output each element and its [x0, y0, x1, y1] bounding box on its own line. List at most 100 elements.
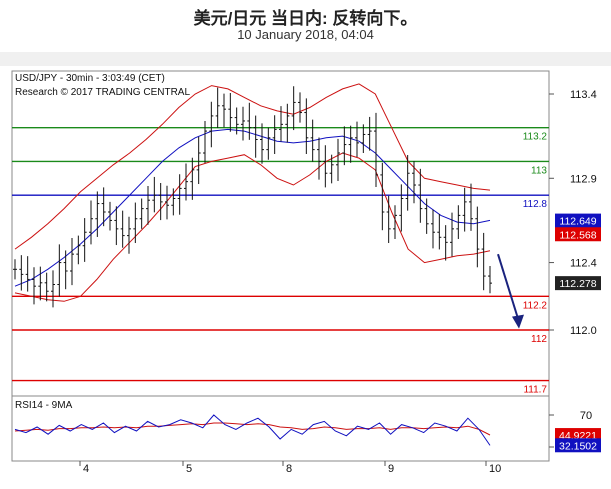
price-tag-label: 112.568 [559, 229, 596, 241]
price-bar [405, 155, 410, 211]
y-tick-label: 112.9 [570, 173, 597, 185]
x-tick-label: 9 [388, 463, 394, 475]
bollinger-layer [14, 83, 491, 302]
price-bar [158, 183, 163, 221]
price-bar [63, 250, 68, 290]
price-bar [114, 206, 119, 246]
price-bar [418, 168, 423, 223]
price-bar [127, 216, 131, 254]
levels-layer: 113.2 113 112.8 112.2 112 111.7 [12, 127, 549, 396]
price-bar [139, 198, 144, 229]
price-bar [19, 255, 24, 291]
price-bars-layer [13, 86, 524, 329]
rsi-tag-box [555, 438, 601, 453]
price-bar [203, 120, 207, 164]
price-bar [234, 107, 239, 135]
price-tag-label: 112.278 [559, 278, 596, 290]
price-bar [51, 270, 55, 308]
price-bar [279, 106, 283, 142]
price-bar [285, 103, 290, 143]
price-bar [469, 183, 473, 231]
price-bar [32, 267, 36, 305]
price-bar [361, 124, 366, 153]
price-bar [152, 176, 157, 213]
level-label-3: 112.2 [523, 300, 548, 311]
chart-subtitle: 10 January 2018, 04:04 [237, 27, 374, 42]
price-tag-label: 112.649 [559, 216, 596, 228]
price-bar [412, 161, 416, 204]
axes-layer: 113.4112.9112.4112.0112.649112.568112.27… [79, 89, 601, 475]
price-bar [70, 237, 74, 286]
rsi-ma-line [14, 422, 491, 436]
price-bar [298, 92, 302, 123]
chart-title: 美元/日元 当日内: 反转向下。 [193, 9, 418, 28]
price-bar [456, 205, 461, 239]
forecast-arrow-line [497, 253, 519, 319]
price-bar [215, 87, 220, 129]
price-bar [393, 205, 397, 239]
x-tick-label: 8 [286, 463, 292, 475]
price-bar [329, 154, 334, 184]
rsi-tag-label: 32.1502 [559, 440, 597, 452]
price-bar [272, 115, 277, 155]
price-bar [323, 145, 328, 188]
price-tag-box [555, 227, 601, 242]
rsi-tag: 32.1502 [555, 438, 601, 453]
price-bar [367, 116, 372, 151]
price-bar [228, 92, 233, 132]
price-bar [177, 174, 182, 215]
price-tag: 112.278 [555, 276, 601, 291]
y-tick-label: 113.4 [570, 89, 597, 101]
price-bar [25, 256, 30, 292]
level-label-4: 112 [531, 334, 547, 345]
moving-average-line [14, 128, 491, 287]
instrument-label: USD/JPY - 30min - 3:03:49 (CET) [15, 73, 165, 84]
price-bar [120, 210, 125, 248]
price-bar [488, 265, 492, 294]
price-bar [310, 119, 315, 162]
price-bar [317, 137, 321, 180]
price-bar [437, 214, 442, 250]
price-bar [450, 212, 454, 257]
forecast-arrow-head [512, 314, 524, 329]
rsi-label: RSI14 - 9MA [15, 400, 73, 411]
price-bar [89, 200, 93, 245]
price-bar [348, 125, 353, 163]
y-tick-label: 112.4 [570, 258, 597, 270]
price-bar [342, 126, 347, 166]
price-bar [475, 206, 480, 268]
price-bar [355, 121, 359, 158]
price-bar [386, 195, 391, 244]
price-bar [196, 136, 201, 185]
price-bar [266, 127, 271, 160]
x-tick-label: 5 [186, 463, 192, 475]
price-tag: 112.568 [555, 227, 601, 242]
price-bar [82, 218, 87, 262]
price-bar [108, 201, 112, 231]
price-bar [95, 191, 100, 237]
price-bar [133, 202, 138, 244]
price-bar [165, 185, 169, 220]
price-bar [76, 235, 81, 265]
bollinger-upper-line [14, 83, 491, 250]
price-bar [209, 101, 214, 148]
bollinger-lower-line [14, 152, 491, 302]
price-tag-box [555, 213, 601, 228]
level-label-1: 113 [531, 165, 547, 176]
price-bar [399, 184, 404, 232]
source-label: Research © 2017 TRADING CENTRAL [15, 87, 190, 98]
price-bar [304, 98, 309, 155]
price-bar [336, 138, 340, 181]
x-tick-label: 4 [83, 463, 89, 475]
header-separator-band [0, 52, 611, 66]
rsi-tick-label: 70 [580, 410, 592, 422]
price-bar [190, 157, 195, 200]
y-tick-label: 112.0 [570, 325, 597, 337]
price-bar [171, 188, 176, 216]
price-bar [481, 232, 486, 291]
price-bar [431, 209, 435, 249]
price-bar [222, 93, 226, 128]
price-bar [57, 244, 62, 297]
price-bar [291, 86, 296, 131]
x-tick-label: 10 [489, 463, 501, 475]
